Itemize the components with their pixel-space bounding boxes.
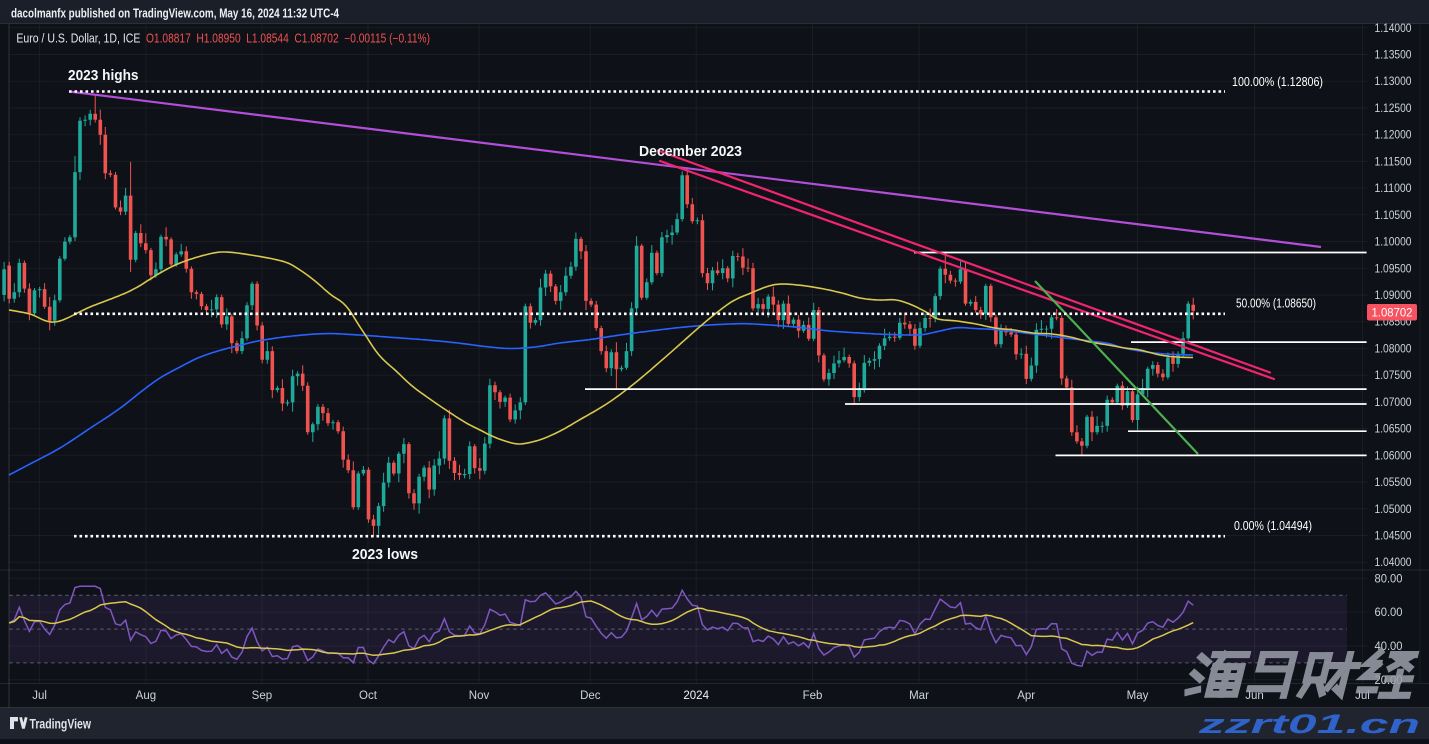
svg-text:1.06500: 1.06500: [1375, 424, 1412, 436]
svg-text:1.14000: 1.14000: [1375, 23, 1412, 35]
svg-text:1.12000: 1.12000: [1375, 130, 1412, 142]
svg-text:TradingView: TradingView: [30, 717, 92, 732]
svg-text:1.09000: 1.09000: [1375, 290, 1412, 302]
svg-text:dacolmanfx published on Tradin: dacolmanfx published on TradingView.com,…: [11, 7, 339, 21]
svg-text:1.07000: 1.07000: [1375, 397, 1412, 409]
svg-text:December 2023: December 2023: [639, 144, 742, 160]
svg-text:Aug: Aug: [136, 690, 156, 702]
svg-text:2023 lows: 2023 lows: [352, 547, 418, 563]
svg-text:Nov: Nov: [469, 690, 490, 702]
svg-text:1.09500: 1.09500: [1375, 263, 1412, 275]
svg-text:50.00% (1.08650): 50.00% (1.08650): [1236, 297, 1316, 311]
svg-text:1.11500: 1.11500: [1375, 156, 1412, 168]
svg-text:zzrt01.cn: zzrt01.cn: [1197, 709, 1420, 739]
svg-text:80.00: 80.00: [1375, 573, 1403, 585]
svg-text:May: May: [1127, 690, 1149, 702]
svg-text:Euro / U.S. Dollar, 1D, ICE: Euro / U.S. Dollar, 1D, ICE: [16, 32, 140, 46]
svg-text:1.04500: 1.04500: [1375, 531, 1412, 543]
svg-text:2024: 2024: [683, 690, 709, 702]
svg-text:1.13500: 1.13500: [1375, 50, 1412, 62]
svg-text:1.10000: 1.10000: [1375, 237, 1412, 249]
svg-text:60.00: 60.00: [1375, 607, 1403, 619]
svg-text:1.07500: 1.07500: [1375, 370, 1412, 382]
svg-text:2023 highs: 2023 highs: [68, 68, 139, 84]
svg-text:Oct: Oct: [359, 690, 378, 702]
svg-text:Dec: Dec: [580, 690, 601, 702]
svg-text:Jul: Jul: [32, 690, 47, 702]
svg-text:1.08702: 1.08702: [1372, 308, 1413, 320]
svg-text:1.13000: 1.13000: [1375, 76, 1412, 88]
svg-text:1.12500: 1.12500: [1375, 103, 1412, 115]
svg-text:O1.08817 H1.08950 L1.08544: O1.08817 H1.08950 L1.08544 C1.08702 −0.0…: [146, 32, 430, 46]
svg-text:100.00% (1.12806): 100.00% (1.12806): [1232, 75, 1323, 89]
svg-text:1.08000: 1.08000: [1375, 343, 1412, 355]
svg-text:Sep: Sep: [252, 690, 272, 702]
svg-text:Mar: Mar: [909, 690, 929, 702]
svg-text:1.11000: 1.11000: [1375, 183, 1412, 195]
svg-text:1.05500: 1.05500: [1375, 477, 1412, 489]
svg-text:1.05000: 1.05000: [1375, 504, 1412, 516]
svg-text:1.06000: 1.06000: [1375, 450, 1412, 462]
svg-text:Feb: Feb: [803, 690, 823, 702]
svg-text:1.10500: 1.10500: [1375, 210, 1412, 222]
svg-text:Apr: Apr: [1017, 690, 1035, 702]
svg-text:Jun: Jun: [1245, 690, 1264, 702]
svg-text:1.04000: 1.04000: [1375, 557, 1412, 569]
svg-text:0.00% (1.04494): 0.00% (1.04494): [1234, 519, 1312, 533]
